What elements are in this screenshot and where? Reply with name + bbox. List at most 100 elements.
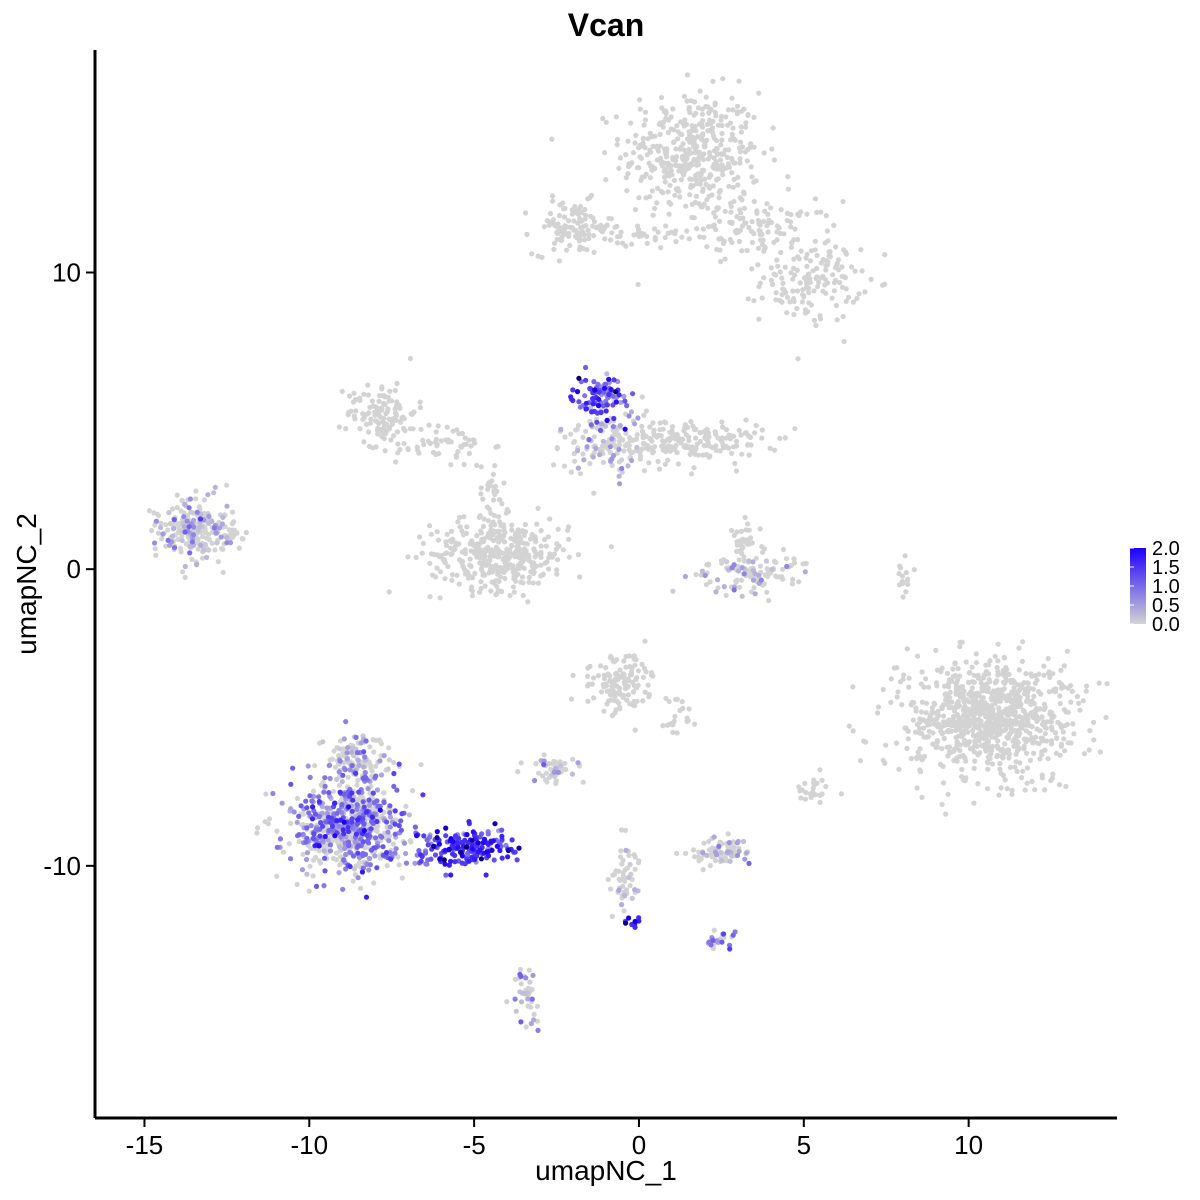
data-point — [751, 231, 757, 237]
data-point — [630, 150, 637, 156]
data-point — [795, 236, 801, 243]
data-point — [496, 514, 502, 520]
data-point — [561, 231, 567, 237]
data-point — [925, 734, 932, 740]
data-point — [834, 317, 840, 323]
data-point — [497, 519, 503, 525]
data-point — [595, 673, 602, 679]
data-point — [355, 850, 361, 856]
data-point — [279, 800, 285, 806]
data-point — [524, 541, 530, 547]
data-point — [995, 690, 1001, 696]
data-point — [812, 247, 818, 253]
data-point — [705, 224, 712, 230]
data-point — [290, 765, 296, 771]
data-point — [635, 227, 642, 233]
data-point — [966, 670, 972, 676]
data-point — [350, 853, 357, 859]
data-point — [1032, 680, 1038, 686]
data-point — [491, 512, 497, 519]
data-point — [1016, 645, 1022, 651]
data-point — [316, 848, 322, 854]
data-point — [1012, 679, 1018, 686]
data-point — [729, 450, 735, 456]
data-point — [298, 803, 304, 809]
data-point — [987, 679, 993, 685]
data-point — [488, 547, 494, 553]
data-point — [612, 443, 619, 449]
data-point — [304, 805, 310, 811]
data-point — [641, 122, 647, 128]
data-point — [666, 698, 672, 705]
data-point — [474, 462, 480, 468]
data-point — [387, 388, 393, 394]
data-point — [480, 523, 486, 530]
data-point — [1032, 787, 1038, 793]
data-point — [411, 409, 417, 415]
data-point — [610, 402, 616, 408]
data-point — [734, 109, 741, 115]
data-point — [463, 844, 470, 850]
data-point — [374, 865, 380, 871]
data-point — [1020, 639, 1026, 645]
data-point — [603, 665, 609, 671]
data-point — [707, 863, 713, 869]
data-point — [304, 835, 310, 842]
data-point — [466, 819, 472, 825]
data-point — [623, 243, 629, 249]
data-point — [734, 227, 740, 233]
data-point — [226, 527, 232, 533]
data-point — [736, 848, 742, 854]
data-point — [952, 723, 958, 729]
data-point — [1076, 700, 1082, 706]
data-point — [630, 679, 636, 686]
data-point — [955, 665, 961, 672]
data-point — [668, 229, 674, 235]
data-point — [595, 403, 602, 409]
data-point — [296, 838, 302, 845]
data-point — [529, 996, 535, 1002]
data-point — [985, 760, 991, 766]
data-point — [365, 382, 371, 388]
data-point — [336, 823, 342, 829]
data-point — [741, 554, 747, 560]
data-point — [660, 426, 666, 432]
data-point — [1054, 735, 1060, 742]
data-point — [1023, 736, 1030, 742]
x-tick-label: -15 — [126, 1130, 164, 1160]
data-point — [427, 440, 433, 446]
data-point — [324, 805, 330, 811]
data-point — [617, 155, 624, 161]
data-point — [1000, 671, 1006, 677]
data-point — [738, 577, 745, 583]
data-point — [792, 426, 798, 432]
data-point — [682, 573, 689, 580]
data-point — [736, 238, 743, 245]
data-point — [357, 426, 363, 432]
data-point — [710, 78, 716, 84]
data-point — [773, 272, 779, 278]
data-point — [724, 154, 730, 160]
data-point — [337, 746, 343, 752]
data-point — [571, 439, 577, 446]
data-point — [833, 302, 840, 309]
data-point — [339, 779, 345, 785]
data-point — [819, 777, 825, 784]
data-point — [590, 401, 596, 407]
data-point — [713, 226, 719, 233]
data-point — [510, 567, 516, 573]
data-point — [307, 774, 313, 781]
data-point — [1003, 721, 1010, 728]
data-point — [420, 437, 426, 443]
data-point — [831, 222, 837, 228]
data-point — [609, 462, 615, 469]
data-point — [569, 207, 575, 213]
data-point — [632, 140, 638, 146]
data-point — [355, 843, 361, 849]
data-point — [660, 723, 666, 729]
data-point — [738, 547, 745, 553]
data-point — [681, 428, 687, 434]
data-point — [387, 803, 393, 809]
data-point — [641, 231, 647, 237]
data-point — [158, 524, 164, 531]
